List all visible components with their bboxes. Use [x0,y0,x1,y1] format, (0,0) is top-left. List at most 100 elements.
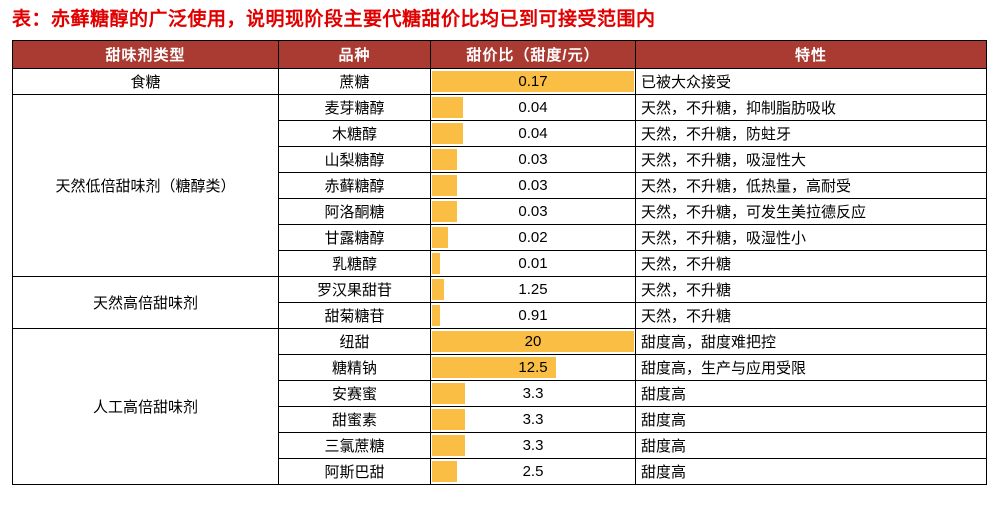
ratio-cell: 0.04 [430,93,636,121]
table-row: 阿斯巴甜 2.5 甜度高 [13,457,987,485]
ratio-cell: 0.91 [430,301,636,329]
variety-cell: 山梨糖醇 [278,145,431,173]
ratio-bar [432,278,445,300]
ratio-bar [432,356,557,378]
ratio-bar [432,70,634,92]
table-row: 天然低倍甜味剂（糖醇类） 麦芽糖醇 0.04 天然，不升糖，抑制脂肪吸收 [12,93,987,277]
ratio-value: 2.5 [522,462,544,480]
variety-cell: 阿洛酮糖 [278,197,431,225]
ratio-value: 3.3 [522,436,544,454]
ratio-bar [432,226,449,248]
ratio-value: 1.25 [518,280,548,298]
variety-cell: 糖精钠 [278,353,431,381]
ratio-value: 0.02 [518,228,548,246]
trait-cell: 天然，不升糖，低热量，高耐受 [635,171,987,199]
variety-cell: 木糖醇 [278,119,431,147]
trait-cell: 天然，不升糖，吸湿性小 [635,223,987,251]
trait-cell: 甜度高 [635,431,987,459]
trait-cell: 天然，不升糖 [635,249,987,277]
ratio-cell: 3.3 [430,379,636,407]
table-row: 糖精钠 12.5 甜度高，生产与应用受限 [13,353,987,381]
ratio-cell: 0.17 [430,67,636,95]
col-header-ratio: 甜价比（甜度/元） [430,39,636,69]
ratio-cell: 0.02 [430,223,636,251]
ratio-cell: 1.25 [430,275,636,303]
ratio-cell: 0.03 [430,145,636,173]
ratio-cell: 2.5 [430,457,636,485]
col-header-traits: 特性 [635,39,987,69]
ratio-cell: 0.03 [430,197,636,225]
ratio-bar [432,434,465,456]
ratio-value: 0.17 [518,72,548,90]
trait-cell: 天然，不升糖 [635,301,987,329]
trait-cell: 已被大众接受 [635,67,987,95]
ratio-bar [432,304,441,326]
ratio-cell: 3.3 [430,405,636,433]
ratio-bar [432,148,457,170]
trait-cell: 甜度高，生产与应用受限 [635,353,987,381]
ratio-bar [432,330,634,352]
ratio-bar [432,408,465,430]
trait-cell: 天然，不升糖，抑制脂肪吸收 [635,93,987,121]
variety-cell: 赤藓糖醇 [278,171,431,199]
table-row: 赤藓糖醇 0.03 天然，不升糖，低热量，高耐受 [13,171,987,199]
ratio-value: 12.5 [518,358,548,376]
sweetener-type-cell: 食糖 [12,67,279,95]
sweetener-type-cell: 天然高倍甜味剂 [12,275,279,329]
page-title: 表：赤藓糖醇的广泛使用，说明现阶段主要代糖甜价比均已到可接受范围内 [12,9,656,30]
variety-cell: 三氯蔗糖 [278,431,431,459]
table-row: 人工高倍甜味剂 纽甜 20 甜度高，甜度难把控 [12,327,987,485]
table-row: 甜蜜素 3.3 甜度高 [13,405,987,433]
ratio-cell: 3.3 [430,431,636,459]
ratio-value: 0.03 [518,202,548,220]
ratio-value: 0.91 [518,306,548,324]
trait-cell: 甜度高 [635,405,987,433]
table-row: 山梨糖醇 0.03 天然，不升糖，吸湿性大 [13,145,987,173]
variety-cell: 甘露糖醇 [278,223,431,251]
variety-cell: 蔗糖 [278,67,431,95]
table-body: 食糖 蔗糖 0.17 已被大众接受 天然低倍甜味剂（糖醇类） 麦芽糖醇 0.04 天然，不升糖… [12,67,987,485]
ratio-bar [432,200,457,222]
table-row: 食糖 蔗糖 0.17 已被大众接受 [12,67,987,95]
table-row: 乳糖醇 0.01 天然，不升糖 [13,249,987,277]
ratio-bar [432,96,463,118]
variety-cell: 纽甜 [278,327,431,355]
variety-cell: 甜蜜素 [278,405,431,433]
variety-cell: 甜菊糖苷 [278,301,431,329]
ratio-value: 0.04 [518,98,548,116]
ratio-value: 20 [524,332,542,350]
ratio-cell: 12.5 [430,353,636,381]
ratio-cell: 0.01 [430,249,636,277]
variety-cell: 罗汉果甜苷 [278,275,431,303]
ratio-value: 0.03 [518,150,548,168]
sweetener-type-cell: 天然低倍甜味剂（糖醇类） [12,93,279,277]
ratio-value: 0.04 [518,124,548,142]
table-row: 天然高倍甜味剂 罗汉果甜苷 1.25 天然，不升糖 [12,275,987,329]
variety-cell: 乳糖醇 [278,249,431,277]
trait-cell: 天然，不升糖，防蛀牙 [635,119,987,147]
ratio-bar [432,460,457,482]
sweetener-type-cell: 人工高倍甜味剂 [12,327,279,485]
table-row: 阿洛酮糖 0.03 天然，不升糖，可发生美拉德反应 [13,197,987,225]
ratio-value: 3.3 [522,410,544,428]
table-row: 三氯蔗糖 3.3 甜度高 [13,431,987,459]
ratio-bar [432,252,441,274]
table-header-row: 甜味剂类型 品种 甜价比（甜度/元） 特性 [12,39,987,69]
sweeteners-table: 甜味剂类型 品种 甜价比（甜度/元） 特性 食糖 蔗糖 0.17 已被大众接受天然低倍… [12,39,987,485]
trait-cell: 甜度高 [635,457,987,485]
trait-cell: 天然，不升糖 [635,275,987,303]
ratio-value: 0.03 [518,176,548,194]
ratio-bar [432,382,465,404]
trait-cell: 天然，不升糖，可发生美拉德反应 [635,197,987,225]
trait-cell: 天然，不升糖，吸湿性大 [635,145,987,173]
trait-cell: 甜度高 [635,379,987,407]
ratio-cell: 0.04 [430,119,636,147]
ratio-cell: 0.03 [430,171,636,199]
ratio-cell: 20 [430,327,636,355]
variety-cell: 安赛蜜 [278,379,431,407]
col-header-sweetener-type: 甜味剂类型 [12,39,279,69]
table-row: 安赛蜜 3.3 甜度高 [13,379,987,407]
col-header-variety: 品种 [278,39,431,69]
table-row: 木糖醇 0.04 天然，不升糖，防蛀牙 [13,119,987,147]
ratio-bar [432,122,463,144]
